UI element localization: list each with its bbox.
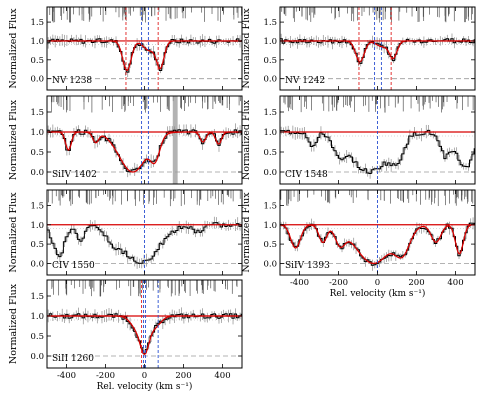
x-tick-label: -200	[96, 371, 115, 381]
x-tick-label: 0	[375, 278, 380, 288]
skyline-forest	[281, 7, 475, 23]
y-tick-label: 1.5	[263, 18, 277, 28]
model-fit-line	[47, 131, 242, 173]
skyline-forest	[283, 96, 474, 113]
y-tick-label: 1.0	[263, 221, 277, 231]
y-tick-label: 1.5	[30, 108, 44, 118]
skyline-forest	[50, 96, 241, 113]
x-tick-label: 0	[142, 371, 147, 381]
skyline-forest	[51, 280, 238, 297]
panel-nv-1238: 0.0 0.5 1.0 1.5 NV 1238 Normalized Flux	[8, 6, 243, 91]
model-fit-line	[280, 40, 475, 63]
y-axis-label: Normalized Flux	[8, 283, 19, 364]
panel-siiv-1393: 0.0 0.5 1.0 1.5 -400 -200 0 200 400 Rel. velocity…	[241, 189, 476, 299]
masked-region	[172, 96, 178, 184]
x-axis-label: Rel. velocity (km s⁻¹)	[97, 381, 193, 392]
spectrum-line	[280, 129, 475, 174]
panel-civ-1548: 0.0 0.5 1.0 1.5 CIV 1548 Normalized Flux	[241, 95, 476, 185]
y-tick-label: 1.0	[30, 312, 44, 322]
x-tick-label: -400	[290, 278, 309, 288]
x-tick-label: -400	[57, 371, 76, 381]
y-tick-label: 0.0	[30, 168, 44, 178]
y-tick-label: 0.5	[30, 240, 44, 250]
y-tick-label: 1.0	[263, 128, 277, 138]
skyline-forest	[48, 190, 241, 207]
y-tick-label: 1.5	[263, 201, 277, 211]
panel-nv-1242: 0.0 0.5 1.0 1.5 NV 1242 Normalized Flux	[241, 6, 476, 91]
panel-siii-1260: 0.0 0.5 1.0 1.5 -400 -200 0 200 400 Rel. velocity…	[8, 279, 243, 392]
y-tick-label: 0.5	[30, 56, 44, 66]
ion-label: CIV 1548	[285, 170, 328, 180]
y-tick-label: 0.0	[30, 75, 44, 85]
spectrum-line	[47, 222, 242, 264]
y-tick-label: 0.5	[30, 148, 44, 158]
spectrum-line	[47, 129, 242, 173]
y-tick-label: 1.5	[30, 18, 44, 28]
y-tick-label: 1.0	[30, 128, 44, 138]
y-tick-label: 0.5	[263, 240, 277, 250]
ion-label: CIV 1550	[52, 261, 95, 271]
y-tick-label: 0.5	[263, 148, 277, 158]
y-tick-label: 1.5	[263, 108, 277, 118]
ion-label: NV 1238	[52, 76, 92, 86]
y-tick-label: 1.5	[30, 292, 44, 302]
x-tick-label: -200	[329, 278, 348, 288]
x-tick-label: 400	[214, 371, 230, 381]
y-tick-label: 0.0	[263, 168, 277, 178]
y-axis-label: Normalized Flux	[8, 8, 19, 89]
ion-label: NV 1242	[285, 76, 325, 86]
x-tick-label: 200	[408, 278, 424, 288]
y-tick-label: 0.0	[263, 259, 277, 269]
y-tick-label: 1.0	[30, 221, 44, 231]
model-fit-line	[47, 315, 242, 355]
ion-label: SiIV 1402	[52, 170, 97, 180]
ion-label: SiII 1260	[52, 354, 94, 364]
y-tick-label: 0.0	[30, 259, 44, 269]
panel-civ-1550: 0.0 0.5 1.0 1.5 CIV 1550 Normalized Flux	[8, 189, 243, 276]
model-fit-line	[47, 40, 242, 72]
skyline-forest	[49, 7, 242, 23]
skyline-forest	[280, 190, 474, 207]
x-tick-label: 200	[175, 371, 191, 381]
y-axis-label: Normalized Flux	[241, 192, 252, 273]
y-tick-label: 0.0	[30, 352, 44, 362]
x-axis-label: Rel. velocity (km s⁻¹)	[330, 288, 426, 299]
y-axis-label: Normalized Flux	[8, 99, 19, 180]
y-tick-label: 1.0	[263, 37, 277, 47]
y-tick-label: 1.5	[30, 201, 44, 211]
x-tick-label: 400	[447, 278, 463, 288]
y-tick-label: 0.5	[263, 56, 277, 66]
y-tick-label: 0.5	[30, 332, 44, 342]
y-tick-label: 0.0	[263, 75, 277, 85]
ion-label: SiIV 1393	[285, 261, 330, 271]
y-axis-label: Normalized Flux	[241, 99, 252, 180]
y-axis-label: Normalized Flux	[8, 192, 19, 273]
y-axis-label: Normalized Flux	[241, 8, 252, 89]
panel-siiv-1402: 0.0 0.5 1.0 1.5 SiIV 1402 Normalized Flux	[8, 95, 243, 185]
y-tick-label: 1.0	[30, 37, 44, 47]
